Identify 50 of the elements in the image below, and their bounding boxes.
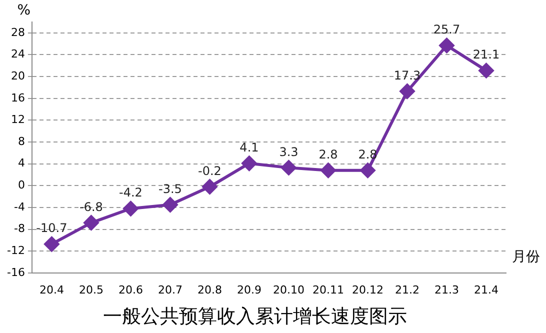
x-tick-label: 20.9: [236, 283, 262, 296]
point: [478, 63, 494, 78]
point: [162, 197, 178, 212]
y-axis-title: %: [17, 2, 31, 19]
point: [400, 84, 415, 99]
data-label: -3.5: [158, 182, 182, 196]
data-label: -4.2: [119, 186, 142, 200]
data-label: -6.8: [80, 200, 103, 214]
data-label: 21.1: [472, 48, 500, 62]
x-tick-label: 20.10: [272, 283, 304, 296]
data-label: 4.1: [240, 140, 259, 154]
x-tick-label: 20.6: [118, 283, 143, 296]
x-tick-label: 20.11: [312, 283, 344, 296]
x-tick-label: 20.8: [197, 283, 222, 296]
y-tick-label: 24: [10, 48, 25, 61]
point: [360, 162, 376, 178]
y-tick-label: 28: [10, 26, 25, 39]
data-label: 3.3: [279, 144, 298, 159]
point: [123, 201, 138, 216]
data-label: 17.3: [394, 68, 421, 82]
x-tick-label: 20.4: [39, 283, 64, 296]
y-tick-label: 20: [10, 69, 25, 82]
y-tick-label: 4: [18, 156, 25, 170]
point: [202, 179, 218, 194]
y-tick-label: 0: [18, 178, 25, 192]
point: [439, 38, 454, 53]
x-tick-label: 20.5: [78, 283, 104, 296]
data-label: -10.7: [36, 221, 68, 236]
text: 一般公共预算收入累计增长速度图示: [103, 306, 407, 328]
x-tick-label: 21.4: [474, 283, 498, 296]
x-tick-label: 20.12: [352, 283, 384, 296]
point: [84, 215, 99, 230]
y-tick-label: 8: [18, 134, 25, 148]
y-tick-label: -4: [14, 200, 25, 214]
data-label: -0.2: [198, 164, 222, 178]
point: [320, 162, 336, 178]
x-tick-label: 21.3: [434, 283, 459, 296]
x-tick-label: 20.7: [158, 283, 182, 296]
x-axis-title: 月份: [512, 248, 540, 265]
y-tick-label: -12: [7, 244, 25, 258]
y-tick-label: -16: [7, 266, 25, 279]
data-label: 25.7: [433, 22, 460, 37]
data-label: 2.8: [318, 148, 338, 162]
y-tick-label: 16: [10, 91, 25, 104]
x-tick-label: 21.2: [394, 283, 420, 296]
y-tick-label: 12: [10, 113, 25, 126]
point: [281, 160, 296, 176]
point: [242, 156, 257, 171]
y-tick-label: -8: [14, 222, 25, 236]
point: [44, 236, 60, 252]
